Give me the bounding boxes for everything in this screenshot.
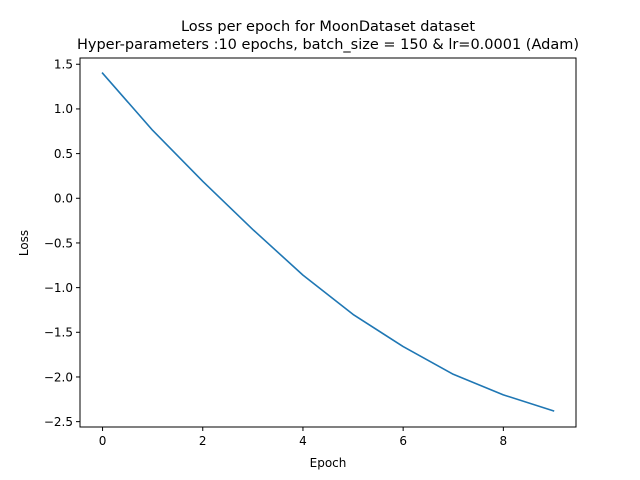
y-axis-label: Loss [17,230,31,256]
x-axis-label: Epoch [310,456,347,470]
x-tick-label: 6 [399,434,407,448]
y-tick-label: −2.0 [44,370,73,384]
y-tick-label: −0.5 [44,236,73,250]
y-axis-ticks: 1.5 1.0 0.5 0.0 −0.5 −1.0 −1.5 −2.0 −2.5 [44,58,80,429]
y-tick-label: 0.5 [54,147,73,161]
y-tick-label: −1.5 [44,326,73,340]
x-tick-label: 4 [299,434,307,448]
y-tick-label: −1.0 [44,281,73,295]
y-tick-label: 1.5 [54,58,73,72]
plot-frame [79,57,577,428]
y-tick-label: 0.0 [54,192,73,206]
y-tick-label: −2.5 [44,415,73,429]
chart-subtitle: Hyper-parameters :10 epochs, batch_size … [77,37,579,53]
x-axis-ticks: 0 2 4 6 8 [99,427,507,448]
series-layer [101,72,555,412]
series-line-1 [101,72,555,412]
x-tick-label: 2 [199,434,207,448]
chart-title: Loss per epoch for MoonDataset dataset [181,19,475,35]
y-tick-label: 1.0 [54,102,73,116]
x-tick-label: 0 [99,434,107,448]
x-tick-label: 8 [500,434,508,448]
